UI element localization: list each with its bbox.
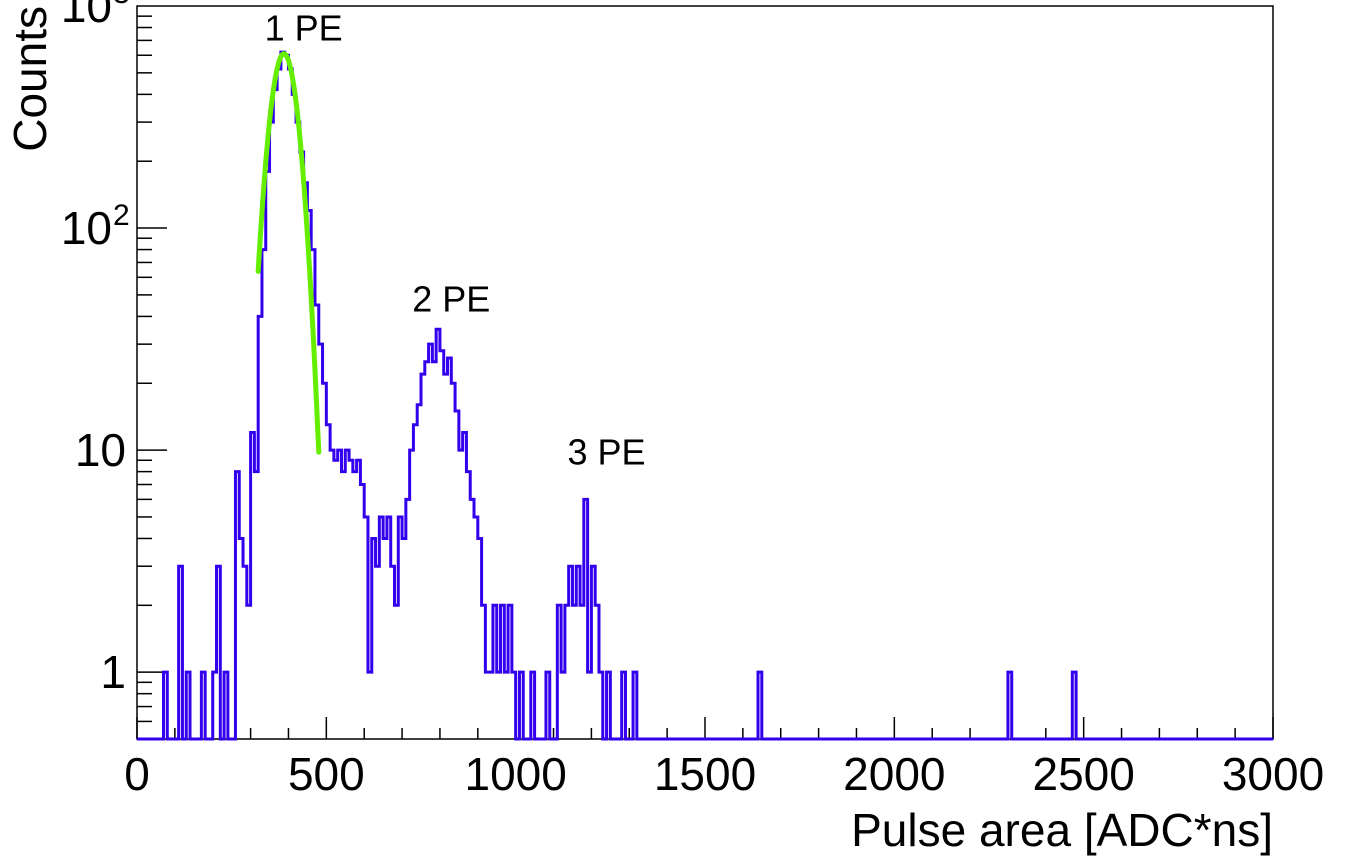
y-tick-exponent: 2 [113,199,130,232]
histogram-series [137,50,1273,741]
x-tick-label: 2500 [1032,748,1134,800]
x-tick-label: 0 [124,748,150,800]
y-tick-labels: 110102103 [61,0,130,698]
y-axis-title: Counts [4,6,56,152]
peak-label: 2 PE [412,279,490,320]
axis-ticks [136,15,1274,740]
plot-frame [136,5,1274,740]
x-tick-label: 2000 [843,748,945,800]
x-tick-labels: 0 500 1000 1500 2000 2500 3000 [124,748,1324,800]
peak-label: 3 PE [568,432,646,473]
x-tick-label: 1000 [464,748,566,800]
y-tick-label: 10 [61,0,112,32]
x-tick-label: 3000 [1222,748,1324,800]
y-tick-label: 1 [100,646,126,698]
peak-annotations: 1 PE 2 PE 3 PE [265,7,646,472]
x-tick-label: 1500 [654,748,756,800]
x-axis-title: Pulse area [ADC*ns] [851,804,1273,856]
gaussian-fit-curve [255,51,322,455]
peak-label: 1 PE [265,7,343,48]
y-tick-label: 10 [75,424,126,476]
x-tick-label: 500 [288,748,365,800]
y-tick-exponent: 3 [113,0,130,10]
y-tick-label: 10 [61,202,112,254]
